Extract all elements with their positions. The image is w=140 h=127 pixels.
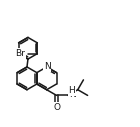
Text: N: N [69, 90, 76, 99]
Text: N: N [44, 62, 51, 71]
Text: H: H [68, 86, 75, 95]
Text: O: O [53, 102, 60, 112]
Text: Br: Br [15, 49, 25, 58]
